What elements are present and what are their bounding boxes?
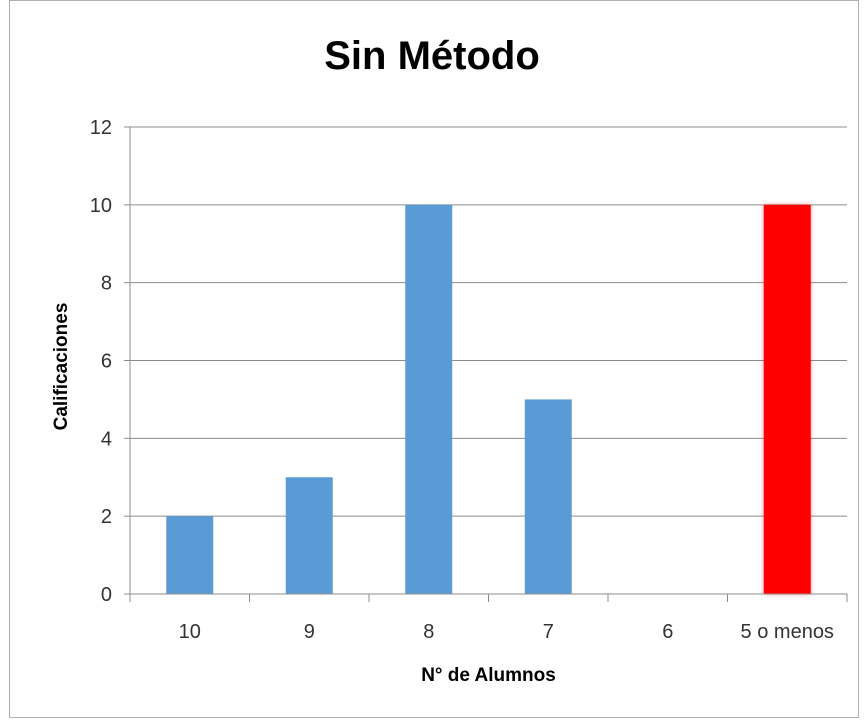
bar xyxy=(405,204,453,595)
x-tick-label: 9 xyxy=(304,621,315,643)
bar xyxy=(285,477,333,594)
x-tick-label: 7 xyxy=(543,621,554,643)
bar xyxy=(524,399,572,594)
y-axis-title: Calificaciones xyxy=(51,303,72,431)
x-axis-title: N° de Alumnos xyxy=(421,665,556,686)
x-tick-label: 6 xyxy=(662,621,673,643)
gridlines xyxy=(130,126,847,517)
x-tick-label: 8 xyxy=(423,621,434,643)
chart-title: Sin Método xyxy=(324,34,540,78)
y-tick-label: 10 xyxy=(90,195,112,217)
x-tick-label: 5 o menos xyxy=(741,621,834,643)
y-tick-label: 2 xyxy=(101,506,112,528)
y-tick-label: 12 xyxy=(90,117,112,139)
bars-group xyxy=(166,204,811,595)
y-tick-label: 6 xyxy=(101,351,112,373)
x-tick-labels: 10 9 8 7 6 5 o menos xyxy=(179,621,834,643)
y-tick-label: 0 xyxy=(101,584,112,606)
y-tick-labels: 0 2 4 6 8 10 12 xyxy=(90,117,112,606)
y-tick-label: 8 xyxy=(101,273,112,295)
x-tick-label: 10 xyxy=(179,621,201,643)
y-tick-label: 4 xyxy=(101,428,112,450)
bar xyxy=(166,516,214,594)
axes xyxy=(124,126,848,602)
bar xyxy=(763,204,811,595)
